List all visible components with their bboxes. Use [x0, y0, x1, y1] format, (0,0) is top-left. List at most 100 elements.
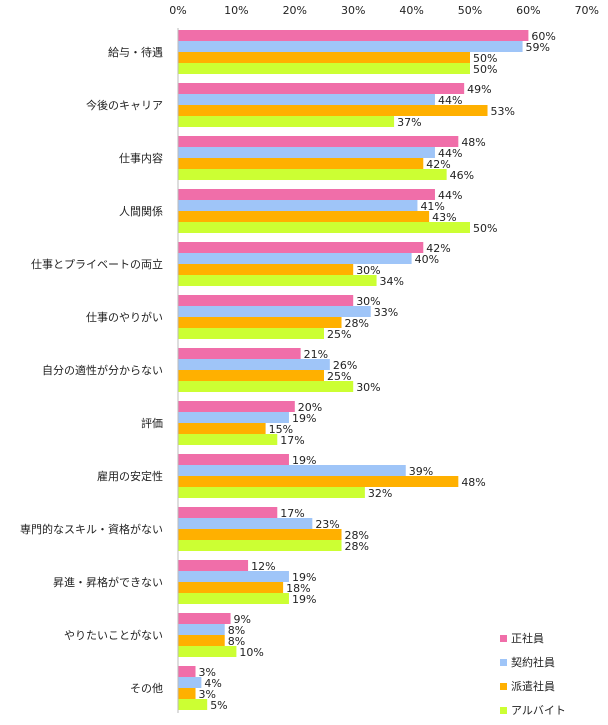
- data-label: 37%: [397, 116, 421, 129]
- legend-swatch: [500, 635, 507, 642]
- data-label: 28%: [345, 317, 369, 330]
- bar: [178, 465, 406, 476]
- legend-swatch: [500, 683, 507, 690]
- data-label: 30%: [356, 381, 380, 394]
- bar: [178, 613, 231, 624]
- bar: [178, 147, 435, 158]
- data-label: 32%: [368, 487, 392, 500]
- x-tick-label: 10%: [224, 4, 248, 17]
- x-tick-label: 70%: [575, 4, 599, 17]
- bar: [178, 635, 225, 646]
- bars: [178, 30, 529, 710]
- legend-swatch: [500, 659, 507, 666]
- data-label: 19%: [292, 571, 316, 584]
- data-label: 46%: [450, 169, 474, 182]
- bar: [178, 370, 324, 381]
- bar: [178, 359, 330, 370]
- bar: [178, 699, 208, 710]
- bar: [178, 401, 295, 412]
- bar: [178, 136, 459, 147]
- bar: [178, 624, 225, 635]
- bar: [178, 412, 289, 423]
- data-label: 15%: [269, 423, 293, 436]
- category-label: 自分の適性が分からない: [42, 363, 163, 377]
- bar: [178, 169, 447, 180]
- bar: [178, 518, 313, 529]
- data-label: 17%: [280, 434, 304, 447]
- data-label: 30%: [356, 295, 380, 308]
- data-label: 19%: [292, 454, 316, 467]
- data-label: 25%: [327, 370, 351, 383]
- bar: [178, 306, 371, 317]
- bar: [178, 52, 470, 63]
- data-label: 42%: [426, 158, 450, 171]
- bar: [178, 593, 289, 604]
- data-label: 48%: [461, 476, 485, 489]
- bar: [178, 105, 488, 116]
- bar: [178, 63, 470, 74]
- bar: [178, 646, 237, 657]
- data-label: 33%: [374, 306, 398, 319]
- legend-label: アルバイト: [511, 704, 566, 717]
- data-label: 39%: [409, 465, 433, 478]
- data-label: 48%: [461, 136, 485, 149]
- bar: [178, 200, 418, 211]
- bar: [178, 116, 395, 127]
- data-label: 53%: [491, 105, 515, 118]
- data-label: 59%: [526, 41, 550, 54]
- bar: [178, 571, 289, 582]
- category-label: 今後のキャリア: [86, 98, 163, 112]
- data-label: 42%: [426, 242, 450, 255]
- bar: [178, 211, 430, 222]
- category-label: 雇用の安定性: [97, 469, 163, 483]
- x-tick-label: 0%: [169, 4, 186, 17]
- bar: [178, 423, 266, 434]
- data-label: 50%: [473, 52, 497, 65]
- category-label: 給与・待遇: [108, 45, 163, 59]
- data-label: 41%: [420, 200, 444, 213]
- bar: [178, 560, 249, 571]
- bar: [178, 264, 354, 275]
- data-label: 44%: [438, 189, 462, 202]
- bar: [178, 275, 377, 286]
- data-label: 49%: [467, 83, 491, 96]
- data-label: 26%: [333, 359, 357, 372]
- data-label: 8%: [228, 635, 245, 648]
- x-tick-label: 50%: [458, 4, 482, 17]
- bar: [178, 487, 365, 498]
- data-label: 20%: [298, 401, 322, 414]
- x-tick-label: 30%: [341, 4, 365, 17]
- bar: [178, 222, 470, 233]
- legend-label: 正社員: [511, 631, 544, 645]
- data-label: 4%: [204, 677, 221, 690]
- data-label: 28%: [345, 529, 369, 542]
- data-label: 34%: [380, 275, 404, 288]
- category-label: 仕事とプライベートの両立: [31, 257, 163, 271]
- data-label: 3%: [199, 688, 216, 701]
- x-tick-label: 60%: [516, 4, 540, 17]
- data-label: 28%: [345, 540, 369, 553]
- category-label: 専門的なスキル・資格がない: [20, 522, 163, 536]
- bar: [178, 677, 202, 688]
- data-label: 43%: [432, 211, 456, 224]
- data-label: 44%: [438, 94, 462, 107]
- bar: [178, 94, 435, 105]
- data-label: 17%: [280, 507, 304, 520]
- bar: [178, 348, 301, 359]
- data-label: 50%: [473, 222, 497, 235]
- category-label: 人間関係: [119, 205, 163, 218]
- bar: [178, 158, 424, 169]
- bar: [178, 328, 324, 339]
- data-label: 50%: [473, 63, 497, 76]
- bar: [178, 540, 342, 551]
- data-label: 3%: [199, 666, 216, 679]
- data-label: 30%: [356, 264, 380, 277]
- bar: [178, 582, 284, 593]
- x-tick-label: 20%: [283, 4, 307, 17]
- bar: [178, 30, 529, 41]
- bar: [178, 529, 342, 540]
- legend-swatch: [500, 707, 507, 714]
- category-label: その他: [130, 682, 163, 695]
- data-label: 12%: [251, 560, 275, 573]
